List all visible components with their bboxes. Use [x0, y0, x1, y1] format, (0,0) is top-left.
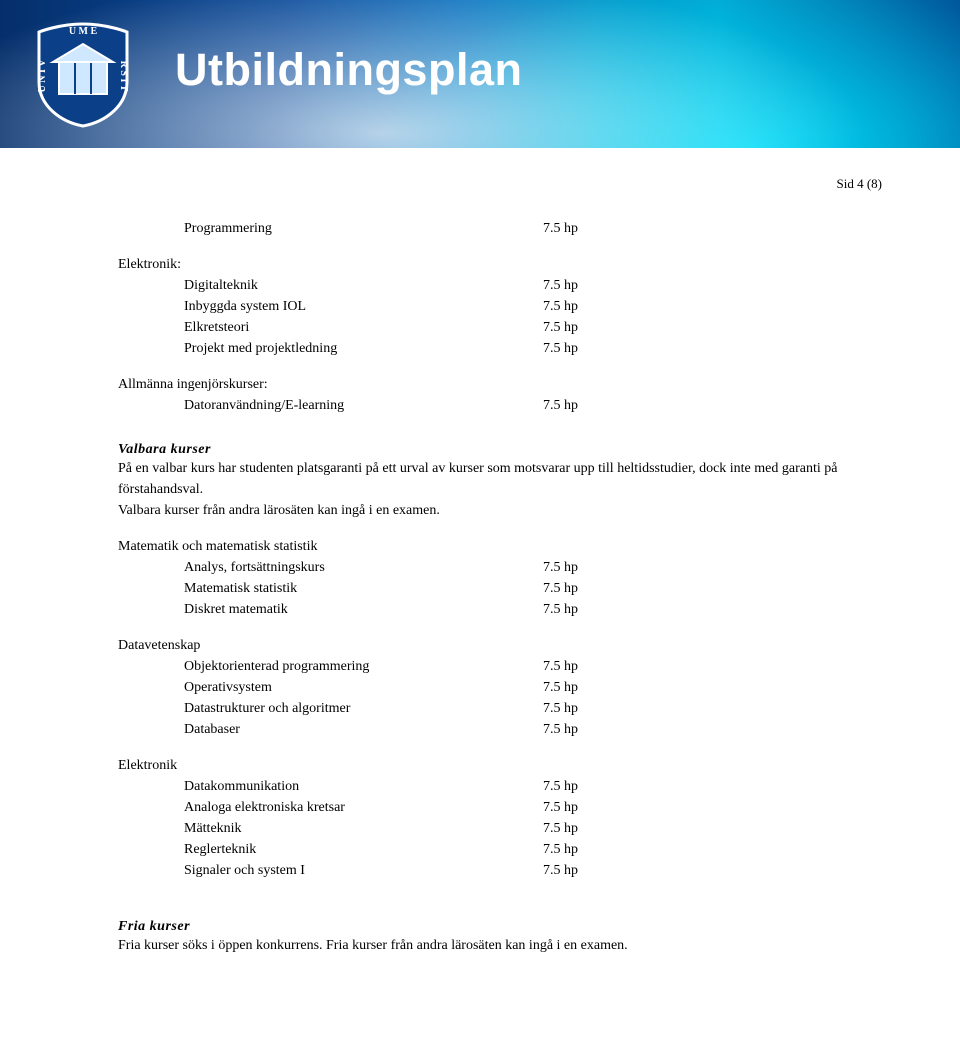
svg-text:R S I T: R S I T	[118, 61, 129, 92]
course-value: 7.5 hp	[543, 797, 888, 818]
course-value: 7.5 hp	[543, 557, 888, 578]
course-row: Digitalteknik 7.5 hp	[118, 275, 888, 296]
section-heading-matematik: Matematik och matematisk statistik	[118, 539, 888, 555]
course-label: Operativsystem	[184, 677, 272, 698]
course-value: 7.5 hp	[543, 818, 888, 839]
svg-text:U N I V: U N I V	[37, 59, 48, 93]
course-label: Diskret matematik	[184, 599, 288, 620]
course-label: Matematisk statistik	[184, 578, 297, 599]
course-label: Analys, fortsättningskurs	[184, 557, 325, 578]
course-label: Analoga elektroniska kretsar	[184, 797, 345, 818]
course-value: 7.5 hp	[543, 860, 888, 881]
course-value: 7.5 hp	[543, 317, 888, 338]
course-value: 7.5 hp	[543, 698, 888, 719]
course-value: 7.5 hp	[543, 296, 888, 317]
course-row: Datakommunikation 7.5 hp	[118, 776, 888, 797]
course-label: Projekt med projektledning	[184, 338, 337, 359]
course-value: 7.5 hp	[543, 338, 888, 359]
document-body: Sid 4 (8) Programmering 7.5 hp Elektroni…	[0, 168, 960, 986]
course-value: 7.5 hp	[543, 578, 888, 599]
section-heading-allmanna: Allmänna ingenjörskurser:	[118, 377, 888, 393]
course-row: Operativsystem 7.5 hp	[118, 677, 888, 698]
course-row: Reglerteknik 7.5 hp	[118, 839, 888, 860]
course-row: Analoga elektroniska kretsar 7.5 hp	[118, 797, 888, 818]
course-value: 7.5 hp	[543, 218, 888, 239]
course-value: 7.5 hp	[543, 395, 888, 416]
course-label: Datakommunikation	[184, 776, 299, 797]
course-label: Programmering	[184, 218, 272, 239]
course-row: Objektorienterad programmering 7.5 hp	[118, 656, 888, 677]
course-row: Signaler och system I 7.5 hp	[118, 860, 888, 881]
course-label: Signaler och system I	[184, 860, 305, 881]
course-label: Datoranvändning/E-learning	[184, 395, 344, 416]
course-value: 7.5 hp	[543, 656, 888, 677]
course-label: Reglerteknik	[184, 839, 256, 860]
valbara-text-1: På en valbar kurs har studenten platsgar…	[118, 458, 888, 500]
course-value: 7.5 hp	[543, 839, 888, 860]
valbara-text-2: Valbara kurser från andra lärosäten kan …	[118, 500, 888, 521]
course-row: Projekt med projektledning 7.5 hp	[118, 338, 888, 359]
course-value: 7.5 hp	[543, 776, 888, 797]
course-row: Programmering 7.5 hp	[118, 218, 888, 239]
section-heading-elektronik2: Elektronik	[118, 758, 888, 774]
course-label: Digitalteknik	[184, 275, 258, 296]
course-value: 7.5 hp	[543, 599, 888, 620]
svg-text:U M E: U M E	[69, 26, 98, 37]
course-value: 7.5 hp	[543, 719, 888, 740]
university-logo-icon: U M E U N I V R S I T	[35, 20, 131, 128]
section-heading-valbara: Valbara kurser	[118, 442, 888, 458]
course-label: Objektorienterad programmering	[184, 656, 369, 677]
course-label: Databaser	[184, 719, 240, 740]
course-row: Matematisk statistik 7.5 hp	[118, 578, 888, 599]
fria-text: Fria kurser söks i öppen konkurrens. Fri…	[118, 935, 888, 956]
header-banner: U M E U N I V R S I T Utbildningsplan	[0, 0, 960, 148]
section-heading-fria: Fria kurser	[118, 919, 888, 935]
course-row: Diskret matematik 7.5 hp	[118, 599, 888, 620]
course-row: Inbyggda system IOL 7.5 hp	[118, 296, 888, 317]
page-number: Sid 4 (8)	[118, 176, 888, 192]
course-row: Databaser 7.5 hp	[118, 719, 888, 740]
course-row: Analys, fortsättningskurs 7.5 hp	[118, 557, 888, 578]
course-label: Elkretsteori	[184, 317, 249, 338]
course-row: Datastrukturer och algoritmer 7.5 hp	[118, 698, 888, 719]
course-label: Mätteknik	[184, 818, 242, 839]
course-row: Elkretsteori 7.5 hp	[118, 317, 888, 338]
course-label: Inbyggda system IOL	[184, 296, 306, 317]
section-heading-elektronik: Elektronik:	[118, 257, 888, 273]
banner-title: Utbildningsplan	[175, 44, 522, 96]
course-value: 7.5 hp	[543, 677, 888, 698]
course-row: Datoranvändning/E-learning 7.5 hp	[118, 395, 888, 416]
course-label: Datastrukturer och algoritmer	[184, 698, 350, 719]
section-heading-datavetenskap: Datavetenskap	[118, 638, 888, 654]
course-row: Mätteknik 7.5 hp	[118, 818, 888, 839]
course-value: 7.5 hp	[543, 275, 888, 296]
